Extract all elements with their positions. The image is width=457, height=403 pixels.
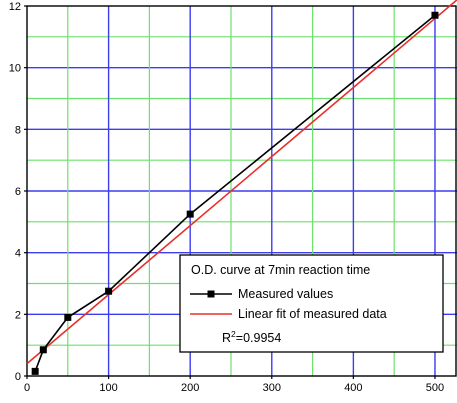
legend-title: O.D. curve at 7min reaction time bbox=[191, 263, 370, 277]
data-point-measured-500 bbox=[431, 11, 439, 19]
data-point-measured-200 bbox=[186, 210, 194, 218]
data-point-measured-50 bbox=[64, 313, 72, 321]
x-tick-label-500: 500 bbox=[426, 382, 444, 394]
y-tick-label-12: 12 bbox=[9, 1, 21, 13]
legend: O.D. curve at 7min reaction time Measure… bbox=[179, 254, 444, 353]
r-squared-prefix: R bbox=[222, 331, 231, 345]
x-tick-label-300: 300 bbox=[263, 382, 281, 394]
y-tick-label-0: 0 bbox=[15, 371, 21, 383]
x-tick-label-100: 100 bbox=[99, 382, 117, 394]
data-point-measured-10 bbox=[31, 367, 39, 375]
axes: 0 2 4 6 8 10 12 0 100 200 300 400 500 bbox=[9, 1, 457, 394]
legend-symbol-measured-marker bbox=[207, 290, 215, 298]
y-tick-label-10: 10 bbox=[9, 63, 21, 75]
y-tick-label-8: 8 bbox=[15, 124, 21, 136]
x-tick-label-400: 400 bbox=[344, 382, 362, 394]
x-tick-label-200: 200 bbox=[181, 382, 199, 394]
data-point-measured-20 bbox=[39, 346, 47, 354]
series bbox=[26, 0, 457, 375]
legend-entry-measured-values: Measured values bbox=[238, 287, 333, 301]
x-tick-label-0: 0 bbox=[24, 382, 30, 394]
legend-r-squared: R2=0.9954 bbox=[222, 329, 281, 345]
data-point-measured-100 bbox=[105, 287, 113, 295]
y-tick-label-2: 2 bbox=[15, 309, 21, 321]
r-squared-exponent: 2 bbox=[231, 329, 236, 339]
series-line-linear-fit bbox=[26, 0, 457, 365]
y-tick-label-6: 6 bbox=[15, 186, 21, 198]
r-squared-value: =0.9954 bbox=[236, 331, 282, 345]
series-line-measured-values bbox=[34, 14, 436, 372]
legend-entry-linear-fit: Linear fit of measured data bbox=[238, 307, 387, 321]
y-tick-label-4: 4 bbox=[15, 248, 21, 260]
legend-box bbox=[179, 254, 444, 353]
